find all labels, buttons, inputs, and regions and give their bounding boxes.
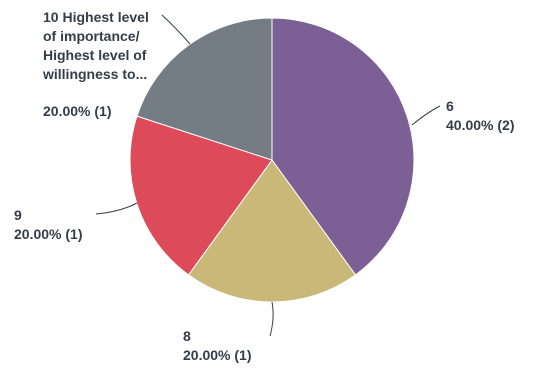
leader-line-0 (411, 105, 441, 126)
slice-category-9: 9 (14, 207, 22, 223)
slice-value-8: 20.00% (1) (183, 347, 252, 363)
slice-label-9: 9 20.00% (1) (14, 206, 82, 244)
slice-label-10: 10 Highest level of importance/ Highest … (43, 8, 149, 121)
slice-value-9: 20.00% (1) (14, 226, 83, 242)
pie-slice-1 (187, 159, 357, 303)
slice-value-6: 40.00% (2) (446, 117, 515, 133)
slice-label-8: 8 20.00% (1) (183, 327, 251, 365)
leader-line-1 (269, 301, 274, 337)
pie-slice-0 (271, 17, 415, 276)
pie-slices (129, 17, 415, 303)
slice-category-8: 8 (183, 328, 191, 344)
slice-category-10-line-2: of importance/ (43, 28, 140, 44)
slice-category-6: 6 (446, 98, 454, 114)
slice-category-10-line-1: 10 Highest level (43, 9, 149, 25)
slice-category-10-line-3: Highest level of (43, 47, 147, 63)
leader-line-3 (161, 14, 191, 45)
leader-lines (95, 14, 441, 337)
leader-line-2 (95, 202, 138, 215)
pie-slice-3 (136, 17, 273, 161)
slice-category-10-line-4: willingness to... (43, 66, 148, 82)
slice-value-10: 20.00% (1) (43, 103, 112, 119)
slice-label-6: 6 40.00% (2) (446, 97, 514, 135)
pie-slice-2 (129, 115, 273, 276)
